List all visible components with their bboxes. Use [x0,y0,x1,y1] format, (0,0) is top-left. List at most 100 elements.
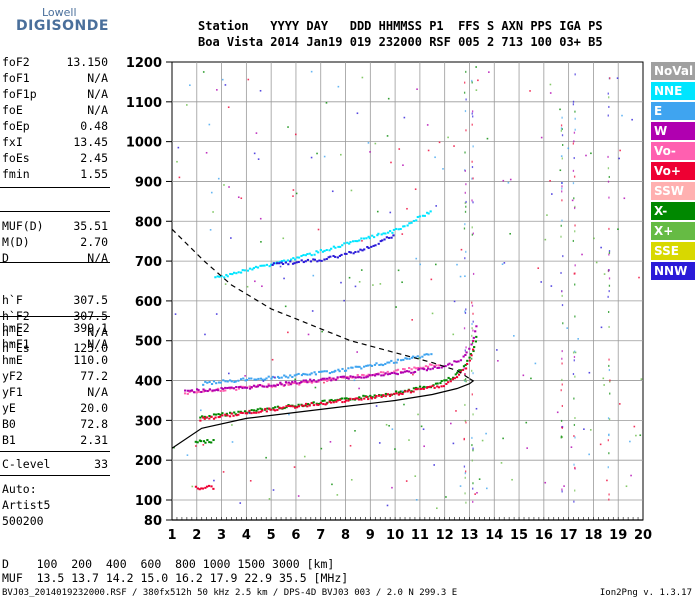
echo-point [252,384,256,387]
noise-point [222,471,225,473]
echo-point [365,395,368,398]
interference-point [560,127,563,130]
echo-point [205,485,209,488]
param-value: 33 [94,457,108,471]
echo-point [323,249,326,252]
echo-point [263,378,267,381]
echo-point [349,375,352,378]
echo-point [270,263,273,266]
noise-point [502,179,505,182]
echo-point [309,260,313,263]
header-row-2: Boa Vista 2014 Jan19 019 232000 RSF 005 … [198,35,603,49]
echo-point [365,364,368,367]
echo-point [224,380,227,383]
echo-point [349,241,352,244]
echo-point [384,372,387,375]
noise-point [354,285,357,288]
noise-point [588,453,590,456]
echo-point [354,376,357,379]
echo-point [403,390,406,393]
echo-point [399,392,402,395]
param-name: foF1p [2,87,37,101]
interference-point [463,227,466,230]
echo-point [371,396,374,399]
echo-point [413,366,416,369]
interference-point [465,501,467,504]
param-name: D [2,251,9,265]
echo-point [287,376,290,379]
noise-point [600,246,602,249]
echo-point [388,394,392,397]
interference-point [465,70,467,73]
echo-point [293,374,296,377]
noise-point [549,179,551,182]
echo-point [224,413,227,416]
echo-point [356,374,359,377]
noise-point [208,123,211,126]
echo-point [380,394,383,397]
echo-point [220,275,223,278]
echo-point [393,392,396,395]
echo-point [401,391,405,394]
noise-point [550,285,553,287]
echo-point [294,380,297,383]
param-value: 307.5 [73,293,108,307]
echo-point [183,392,187,395]
echo-point [241,387,244,390]
interference-point [561,219,563,222]
echo-point [433,365,436,368]
x-tick-label: 6 [291,528,300,543]
interference-point [465,421,467,424]
echo-point [217,416,220,419]
echo-point [423,368,426,371]
echo-point [232,414,235,417]
echo-point [433,364,436,367]
echo-point [317,402,320,405]
noise-point [540,281,543,283]
echo-point [442,385,445,388]
noise-point [317,228,320,231]
echo-point [465,351,468,354]
echo-point [321,370,324,373]
echo-point [321,399,324,402]
echo-point [341,375,344,378]
interference-point [608,452,610,455]
noise-point [431,312,434,315]
echo-point [379,240,382,243]
echo-point [462,355,465,358]
echo-point [384,362,387,365]
interference-point [561,362,563,365]
echo-point [327,378,331,381]
y-tick-label: 200 [135,454,162,469]
interference-point [561,404,563,407]
echo-point [271,263,274,266]
echo-point [287,381,290,384]
echo-point [350,366,353,369]
noise-point [638,276,640,279]
noise-point [378,442,381,444]
interference-point [471,436,473,439]
echo-point [326,377,329,380]
echo-point [228,379,232,382]
echo-point [199,440,203,443]
echo-point [324,403,327,406]
param-value: N/A [87,337,108,351]
noise-point [603,273,606,275]
echo-point [395,369,398,372]
param-row-hme: hmE 110.0 [2,353,108,369]
echo-point [416,355,419,358]
echo-point [386,361,389,364]
echo-point [306,403,310,406]
echo-point [304,380,307,383]
echo-point [278,262,281,265]
interference-point [560,271,562,274]
noise-point [453,300,456,303]
noise-point [450,422,452,425]
echo-point [212,417,216,420]
echo-point [235,386,238,389]
echo-point [319,370,322,373]
interference-point [464,403,466,406]
noise-point [224,283,227,285]
echo-point [239,411,242,414]
echo-point [341,367,344,370]
